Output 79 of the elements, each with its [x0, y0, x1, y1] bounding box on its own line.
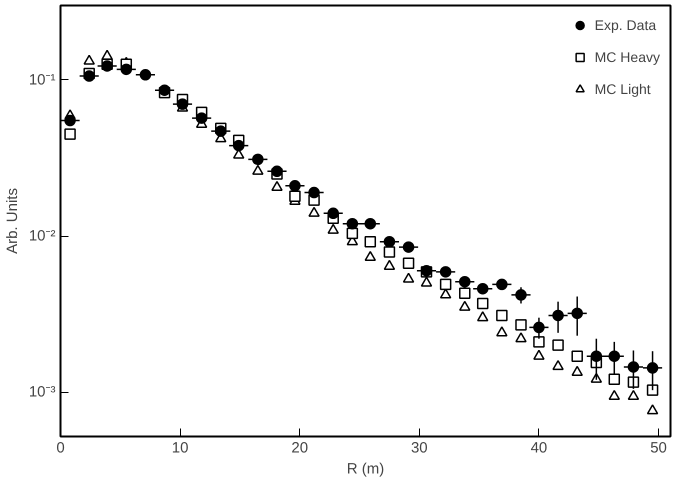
point	[459, 300, 471, 311]
point	[252, 154, 264, 166]
point	[252, 164, 264, 175]
point	[289, 190, 301, 202]
point	[364, 218, 376, 230]
point	[552, 339, 564, 351]
point	[384, 236, 396, 248]
point	[533, 350, 545, 360]
point	[496, 326, 508, 336]
point	[646, 404, 658, 414]
y-axis-title: Arb. Units	[4, 188, 21, 254]
point	[308, 186, 320, 198]
point	[196, 112, 208, 124]
x-tick-label: 30	[410, 440, 428, 456]
point	[515, 289, 527, 301]
point	[608, 350, 620, 362]
point	[158, 84, 170, 96]
point	[440, 266, 452, 278]
point	[364, 250, 376, 262]
point	[571, 308, 583, 320]
point	[346, 228, 358, 240]
point	[459, 276, 471, 288]
point	[327, 224, 339, 234]
point	[402, 257, 414, 269]
legend-label: Exp. Data	[594, 17, 656, 33]
x-tick-label: 0	[56, 440, 65, 456]
point	[459, 288, 471, 300]
point	[64, 128, 76, 140]
point	[590, 350, 602, 362]
point	[496, 278, 508, 290]
point	[232, 140, 244, 152]
point	[552, 310, 564, 322]
y-tick-label: 10⁻¹	[28, 71, 56, 88]
x-tick-label: 50	[650, 440, 667, 456]
point	[176, 98, 188, 110]
y-tick-label: 10⁻³	[28, 384, 56, 401]
point	[364, 236, 376, 248]
x-tick-label: 40	[530, 440, 548, 456]
point	[608, 390, 620, 400]
point	[64, 114, 76, 126]
point	[476, 311, 488, 322]
y-tick-label: 10⁻²	[28, 228, 56, 245]
point	[384, 260, 396, 270]
point	[476, 282, 488, 294]
point	[496, 310, 508, 322]
point	[120, 64, 132, 76]
x-axis-title: R (m)	[346, 460, 384, 478]
point	[476, 298, 488, 310]
point	[552, 360, 564, 370]
point	[327, 208, 339, 220]
point	[346, 218, 358, 230]
point	[515, 319, 527, 331]
point	[271, 180, 283, 192]
point	[646, 362, 658, 374]
point	[289, 180, 301, 192]
point	[83, 54, 95, 65]
point	[140, 69, 152, 80]
point	[308, 206, 320, 217]
point	[402, 272, 414, 283]
x-tick-label: 20	[291, 440, 308, 456]
point	[628, 390, 640, 400]
point	[83, 70, 95, 82]
point	[440, 278, 452, 290]
x-tick-label: 10	[172, 440, 188, 456]
point	[646, 384, 658, 396]
point	[533, 336, 545, 348]
legend-label: MC Light	[594, 81, 651, 97]
point	[271, 166, 283, 178]
point	[402, 241, 414, 253]
point	[215, 125, 227, 137]
point	[571, 350, 583, 362]
point	[628, 361, 640, 373]
point	[608, 373, 620, 385]
point	[420, 276, 432, 287]
point	[515, 332, 527, 342]
point	[533, 322, 545, 334]
legend-label: MC Heavy	[594, 49, 660, 65]
point	[571, 366, 583, 376]
point	[384, 246, 396, 258]
